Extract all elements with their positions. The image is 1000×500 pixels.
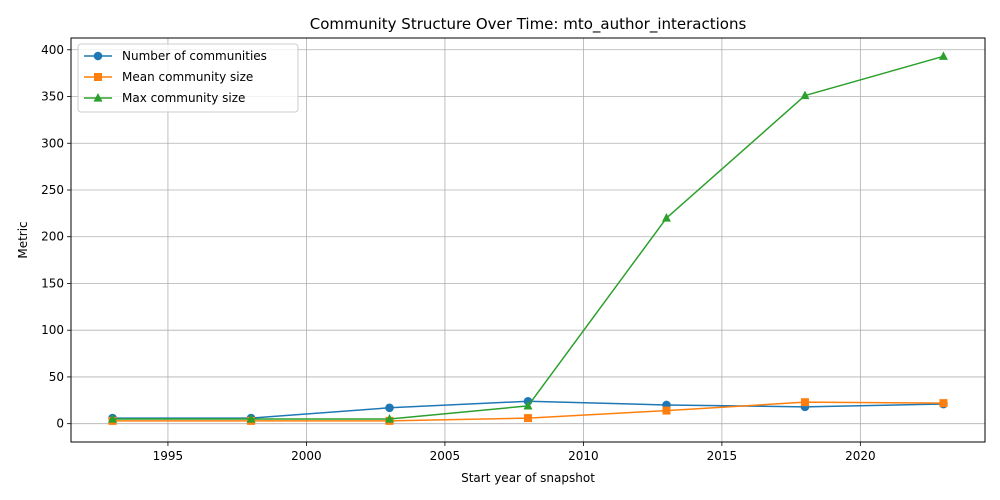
legend-marker	[93, 51, 103, 61]
data-point	[938, 51, 948, 60]
legend-label: Max community size	[122, 91, 245, 105]
data-point	[800, 398, 809, 407]
x-tick-label: 2020	[845, 449, 876, 463]
data-point	[385, 403, 394, 413]
legend-marker	[94, 73, 102, 81]
x-tick-label: 1995	[153, 449, 184, 463]
data-point	[662, 406, 671, 415]
y-tick-label: 400	[41, 43, 64, 57]
data-point	[246, 414, 256, 423]
grid	[71, 38, 985, 442]
x-tick-label: 2005	[430, 449, 461, 463]
y-tick-label: 300	[41, 136, 64, 150]
x-axis-label: Start year of snapshot	[461, 471, 595, 485]
legend-box	[77, 43, 299, 113]
y-tick-label: 150	[41, 276, 64, 290]
data-point	[385, 414, 395, 423]
x-axis: 1995 2000 2005 2010 2015 2020	[153, 442, 876, 463]
plot-frame	[70, 37, 986, 443]
data-point	[523, 400, 533, 410]
y-tick-label: 50	[49, 370, 64, 384]
legend: Number of communities Mean community size…	[77, 43, 299, 113]
data-point	[108, 414, 118, 423]
data-point	[524, 414, 532, 423]
data-point	[661, 213, 671, 222]
y-tick-label: 100	[41, 323, 64, 337]
legend-label: Number of communities	[122, 49, 267, 63]
legend-label: Mean community size	[122, 70, 253, 84]
y-tick-label: 0	[56, 417, 64, 431]
data-point	[800, 90, 810, 100]
x-tick-label: 2015	[707, 449, 738, 463]
y-tick-label: 350	[41, 90, 64, 104]
x-tick-label: 2000	[291, 449, 322, 463]
chart-title: Community Structure Over Time: mto_autho…	[310, 15, 747, 34]
series-2	[108, 51, 948, 423]
series-group	[108, 51, 948, 425]
x-tick-label: 2010	[568, 449, 599, 463]
legend-marker	[93, 93, 103, 102]
y-tick-label: 200	[41, 230, 64, 244]
y-tick-label: 250	[41, 183, 64, 197]
y-axis-label: Metric	[16, 221, 30, 258]
data-point	[939, 399, 948, 408]
y-axis: 0 50 100 150 200 250 300 350 400	[41, 43, 71, 431]
